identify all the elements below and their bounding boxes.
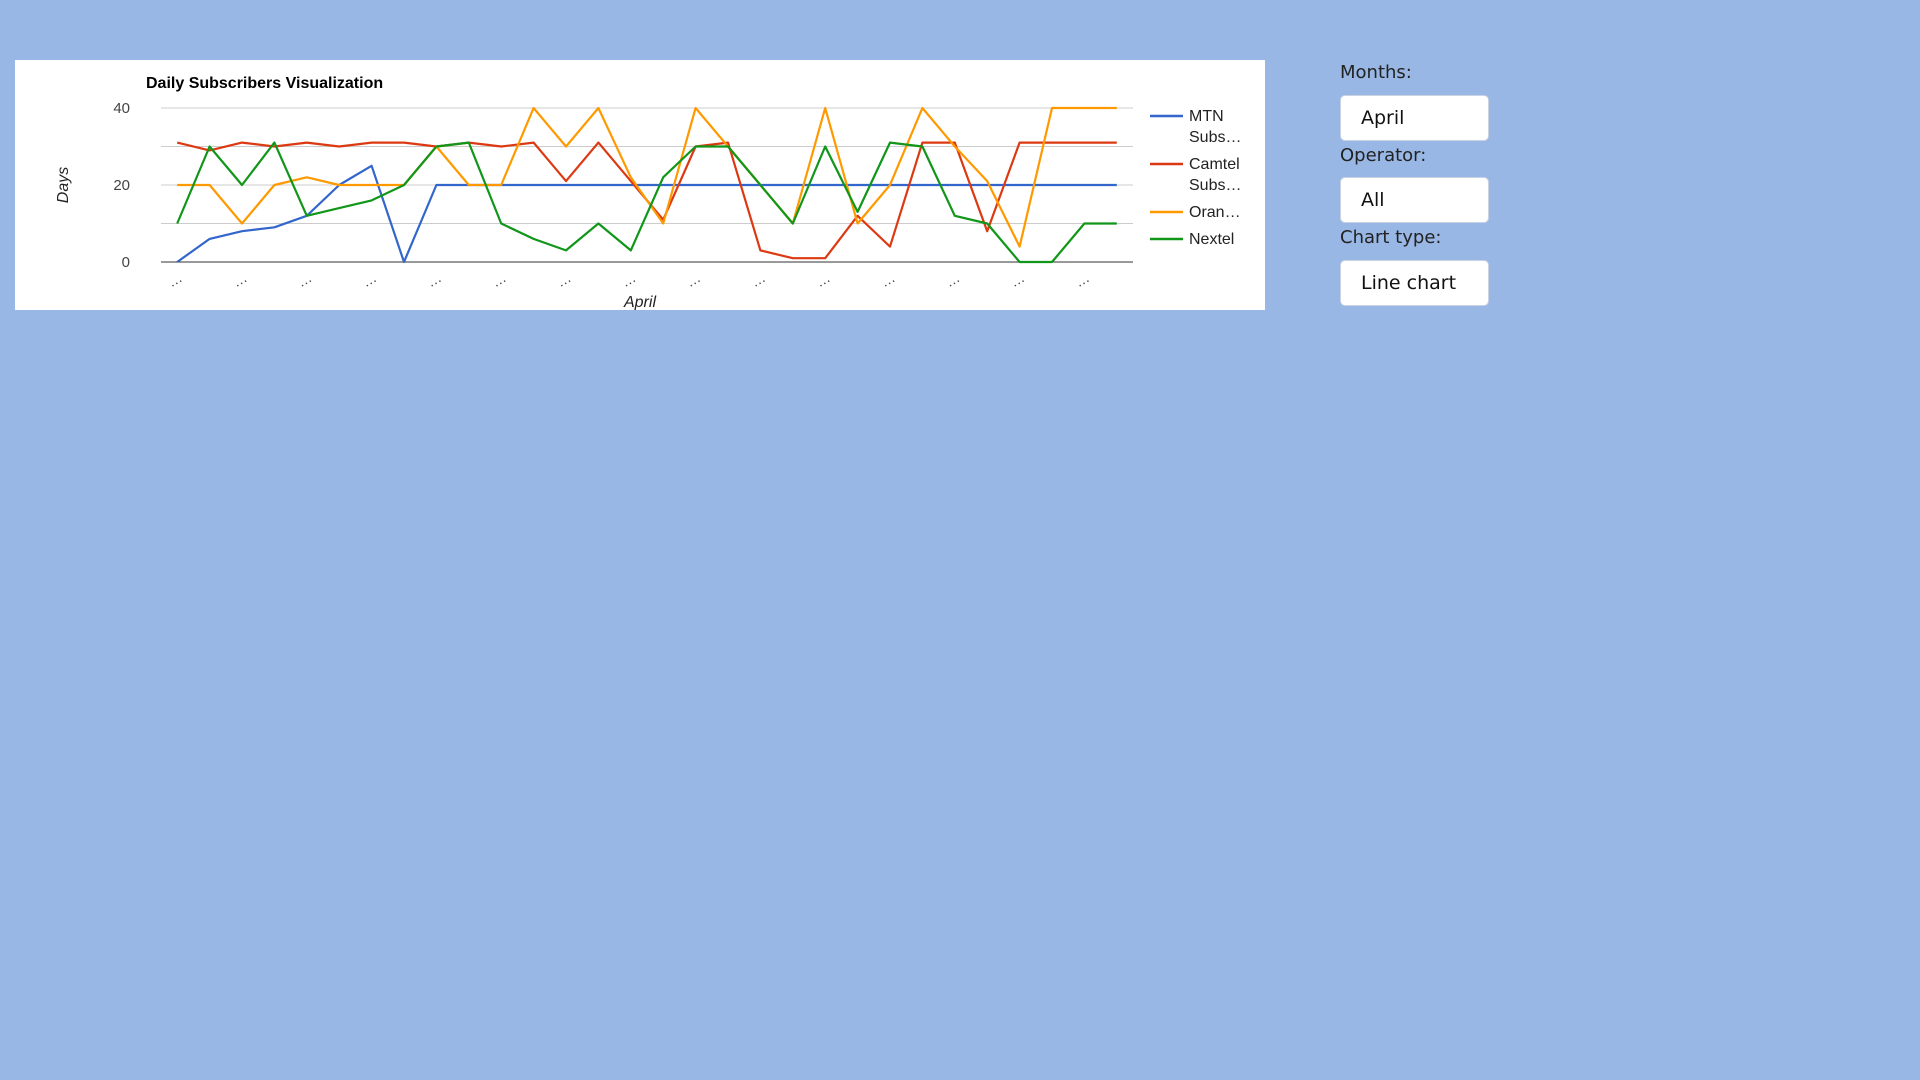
x-axis-label: April — [623, 294, 656, 310]
x-tick-label: … — [942, 269, 962, 290]
chart-type-label: Chart type: — [1340, 227, 1442, 249]
x-tick-label: … — [424, 269, 444, 290]
operator-select[interactable]: All — [1340, 177, 1489, 224]
chart-type-select-value: Line chart — [1361, 271, 1457, 294]
x-tick-label: … — [748, 269, 768, 290]
x-tick-label: … — [229, 269, 249, 290]
months-select-value: April — [1361, 106, 1405, 129]
legend-label: Subs… — [1189, 129, 1241, 146]
x-tick-label: … — [877, 269, 897, 290]
y-tick-label: 0 — [122, 254, 130, 271]
legend-label: Subs… — [1189, 177, 1241, 194]
y-axis-label: Days — [55, 167, 72, 203]
x-tick-label: … — [683, 269, 703, 290]
x-axis-ticks: … … … … … … … … … … … … … … … — [165, 269, 1092, 290]
x-tick-label: … — [294, 269, 314, 290]
x-tick-label: … — [1007, 269, 1027, 290]
line-chart: Daily Subscribers Visualization 0 20 40 Da… — [55, 75, 1241, 310]
x-tick-label: … — [553, 269, 573, 290]
series-line-2 — [177, 106, 1117, 248]
operator-select-value: All — [1361, 189, 1385, 212]
x-tick-label: … — [359, 269, 379, 290]
series-line-0 — [176, 164, 1117, 264]
series-line-3 — [176, 141, 1117, 264]
x-tick-label: … — [813, 269, 833, 290]
series-lines — [176, 106, 1117, 264]
legend: MTN Subs… Camtel Subs… Oran… Nextel — [1150, 108, 1241, 248]
legend-label: Oran… — [1189, 204, 1241, 221]
operator-label: Operator: — [1340, 144, 1427, 166]
y-axis-ticks: 0 20 40 — [113, 100, 130, 271]
months-label: Months: — [1340, 62, 1412, 83]
chart-type-select[interactable]: Line chart — [1340, 259, 1489, 306]
x-tick-label: … — [165, 269, 185, 290]
controls-panel: Months: April Operator: All Chart type: … — [1340, 62, 1540, 310]
y-tick-label: 20 — [113, 177, 130, 194]
legend-label: MTN — [1189, 108, 1224, 125]
chart-panel: Daily Subscribers Visualization 0 20 40 Da… — [15, 60, 1265, 310]
x-tick-label: … — [1072, 269, 1092, 290]
x-tick-label: … — [489, 269, 509, 290]
y-tick-label: 40 — [113, 100, 130, 117]
legend-label: Nextel — [1189, 231, 1234, 248]
x-tick-label: … — [618, 269, 638, 290]
months-select[interactable]: April — [1340, 94, 1489, 141]
legend-label: Camtel — [1189, 156, 1240, 173]
chart-title: Daily Subscribers Visualization — [146, 75, 383, 92]
